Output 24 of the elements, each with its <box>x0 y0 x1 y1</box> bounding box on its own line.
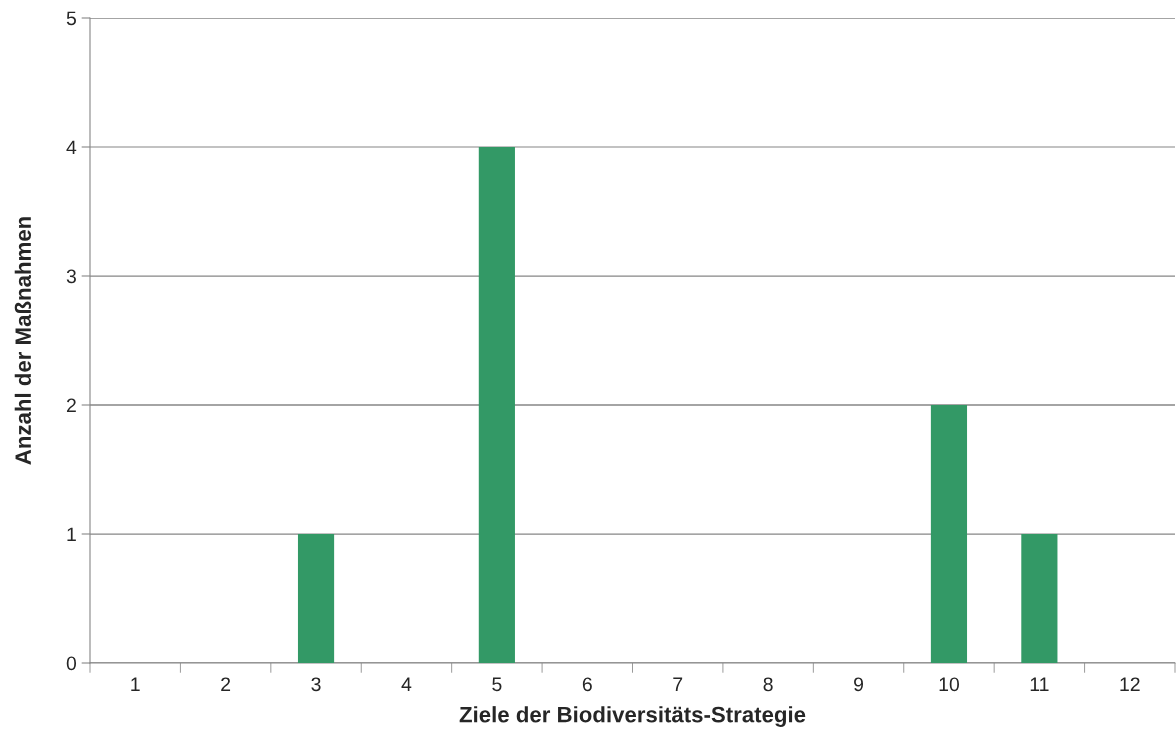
x-tick-label: 8 <box>763 677 773 692</box>
y-tick-label: 5 <box>66 11 76 26</box>
x-tick-label: 12 <box>1120 677 1140 691</box>
bar <box>297 534 335 663</box>
x-tick-label: 4 <box>401 677 412 691</box>
x-tick-label: 10 <box>939 677 960 692</box>
y-axis-title: Anzahl der Maßnahmen <box>14 217 32 465</box>
x-tick-label: 6 <box>582 677 592 692</box>
x-tick-label: 5 <box>492 677 502 692</box>
x-tick-label: 11 <box>1030 677 1049 691</box>
y-tick-label: 1 <box>67 527 76 542</box>
bar <box>930 405 968 663</box>
x-tick-label: 1 <box>131 677 140 691</box>
y-tick-label: 2 <box>66 398 76 413</box>
x-tick-label: 2 <box>221 677 231 691</box>
y-tick-label: 4 <box>66 140 77 155</box>
y-tick-label: 0 <box>66 656 77 671</box>
x-tick-label: 3 <box>311 677 321 692</box>
bar <box>1021 534 1058 663</box>
x-tick-label: 7 <box>673 677 683 691</box>
bar <box>478 147 515 663</box>
y-tick-label: 3 <box>66 269 76 284</box>
x-tick-label: 9 <box>854 677 864 692</box>
x-axis-title: Ziele der Biodiversitäts-Strategie <box>459 706 806 727</box>
